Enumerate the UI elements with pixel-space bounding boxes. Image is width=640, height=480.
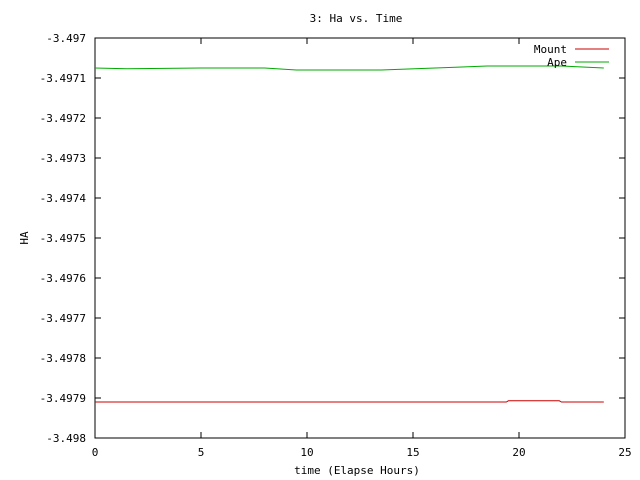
y-tick-label: -3.4971 [40,72,86,85]
y-tick-label: -3.4977 [40,312,86,325]
y-tick-label: -3.497 [46,32,86,45]
x-tick-label: 0 [92,446,99,459]
x-tick-label: 5 [198,446,205,459]
y-tick-label: -3.4975 [40,232,86,245]
x-axis-label: time (Elapse Hours) [294,464,420,477]
chart-title: 3: Ha vs. Time [310,12,403,25]
y-tick-label: -3.4978 [40,352,86,365]
y-tick-label: -3.498 [46,432,86,445]
y-tick-label: -3.4972 [40,112,86,125]
x-tick-label: 20 [512,446,525,459]
axis-ticks: -3.498 -3.4979 -3.4978 -3.4977 -3.4976 -3.497… [40,32,632,459]
y-tick-label: -3.4974 [40,192,87,205]
y-tick-label: -3.4976 [40,272,86,285]
y-tick-label: -3.4973 [40,152,86,165]
legend-label-mount: Mount [534,43,567,56]
series-line-mount [95,400,604,403]
x-tick-label: 10 [300,446,313,459]
legend-label-ape: Ape [547,56,567,69]
x-tick-label: 15 [406,446,419,459]
y-axis-label: HA [18,231,31,245]
plot-area [94,37,626,439]
x-tick-label: 25 [618,446,631,459]
series-group [94,65,604,403]
y-tick-label: -3.4979 [40,392,86,405]
series-line-ape [94,65,604,71]
